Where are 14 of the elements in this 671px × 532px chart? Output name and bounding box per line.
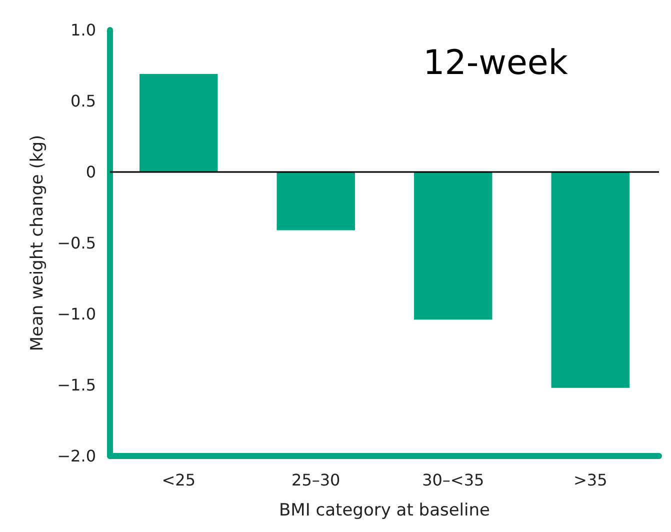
x-tick-label: >35 <box>573 470 608 490</box>
y-tick-label: −1.5 <box>57 376 96 394</box>
y-tick-label: −1.0 <box>57 304 96 324</box>
y-tick-label: 1.0 <box>70 20 96 40</box>
x-axis-title: BMI category at baseline <box>279 500 490 520</box>
x-tick-label: 30–<35 <box>422 470 484 490</box>
y-tick-label: −0.5 <box>57 234 96 252</box>
y-axis-title: Mean weight change (kg) <box>28 134 48 352</box>
y-tick-label: −2.0 <box>57 446 96 466</box>
x-tick-label: <25 <box>162 470 196 490</box>
y-tick-label: 0.5 <box>70 92 96 110</box>
annotation: 12-week <box>423 43 568 83</box>
y-tick-label: 0 <box>86 162 96 182</box>
x-tick-label: 25–30 <box>292 470 340 490</box>
